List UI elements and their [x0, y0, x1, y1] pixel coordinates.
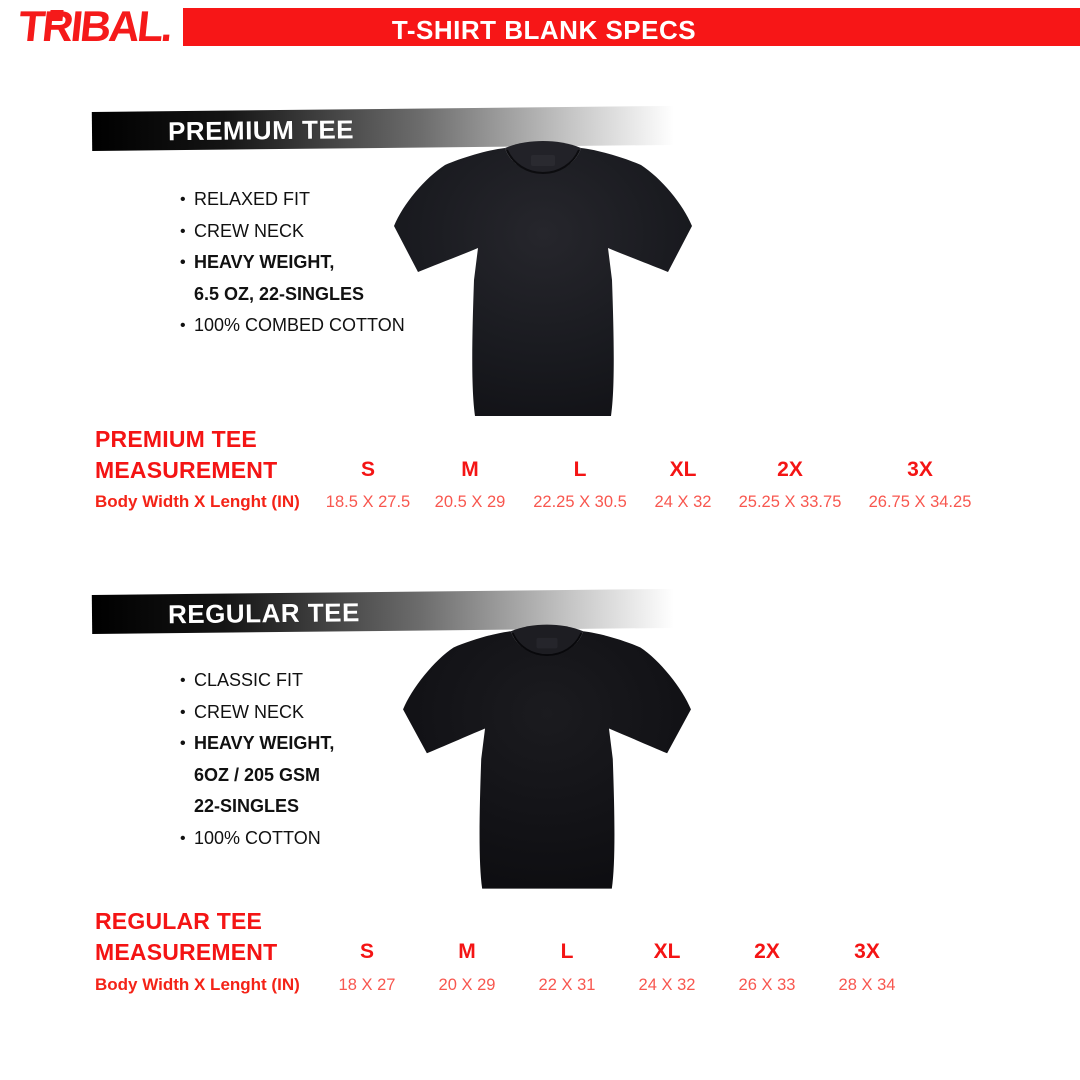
measurement-cell: 26.75 X 34.25 [868, 493, 972, 511]
measurement-cell: 24 X 32 [654, 493, 712, 511]
regular-feature: HEAVY WEIGHT, [180, 728, 334, 760]
measurement-cell: 20 X 29 [438, 976, 496, 994]
regular-feature: CREW NECK [180, 697, 334, 729]
size-header: XL [653, 940, 681, 963]
premium-table-title-line1: PREMIUM TEE [95, 426, 257, 452]
premium-feature: RELAXED FIT [180, 184, 405, 216]
measurement-cell: 18 X 27 [338, 976, 396, 994]
measurement-cell: 20.5 X 29 [434, 493, 506, 511]
regular-feature-list: CLASSIC FIT CREW NECK HEAVY WEIGHT, 6OZ … [180, 665, 334, 854]
premium-tee-image [394, 141, 692, 416]
brand-logo: TRIBAL. [14, 2, 189, 52]
regular-feature: CLASSIC FIT [180, 665, 334, 697]
measurement-cell: 18.5 X 27.5 [325, 493, 411, 511]
neck-label [536, 637, 558, 649]
premium-table-title: PREMIUM TEE MEASUREMENT [95, 424, 277, 486]
size-header: 3X [907, 458, 933, 481]
premium-feature: 6.5 OZ, 22-SINGLES [194, 283, 365, 304]
regular-feature: 22-SINGLES [194, 796, 300, 816]
regular-table-title-line1: REGULAR TEE [95, 908, 263, 934]
measurement-cell: 24 X 32 [638, 976, 696, 994]
size-header: M [458, 940, 476, 963]
measurement-cell: 26 X 33 [738, 976, 796, 994]
premium-banner-label: PREMIUM TEE [167, 114, 355, 147]
page-title: T-SHIRT BLANK SPECS [391, 15, 697, 45]
premium-feature: CREW NECK [180, 216, 405, 248]
measurement-cell: 28 X 34 [838, 976, 896, 994]
size-header: 3X [854, 940, 880, 963]
regular-banner-label: REGULAR TEE [167, 597, 360, 630]
measurement-cell: 22 X 31 [538, 976, 596, 994]
size-header: 2X [777, 458, 803, 481]
neck-label [531, 155, 555, 166]
premium-row-label: Body Width X Lenght (IN) [95, 492, 300, 511]
logo-text: TRIBAL. [16, 3, 174, 51]
premium-feature: HEAVY WEIGHT, [180, 247, 405, 279]
measurement-cell: 25.25 X 33.75 [738, 493, 842, 511]
size-header: S [360, 458, 376, 481]
regular-table-title: REGULAR TEE MEASUREMENT [95, 906, 277, 968]
regular-table-title-line2: MEASUREMENT [95, 939, 278, 965]
size-header: M [461, 458, 479, 481]
size-header: S [359, 940, 375, 963]
size-header: L [573, 458, 587, 481]
premium-feature: 100% COMBED COTTON [180, 310, 405, 342]
regular-feature: 6OZ / 205 GSM [194, 764, 321, 785]
premium-table-title-line2: MEASUREMENT [95, 457, 278, 483]
premium-feature-list: RELAXED FIT CREW NECK HEAVY WEIGHT, 6.5 … [180, 184, 405, 342]
header-red-bar [183, 8, 1080, 46]
regular-row-label: Body Width X Lenght (IN) [95, 975, 300, 994]
regular-feature: 100% COTTON [180, 823, 334, 855]
size-header: XL [669, 458, 697, 481]
measurement-cell: 22.25 X 30.5 [533, 493, 627, 511]
size-header: L [560, 940, 574, 963]
regular-tee-image [403, 624, 691, 889]
size-header: 2X [754, 940, 780, 963]
